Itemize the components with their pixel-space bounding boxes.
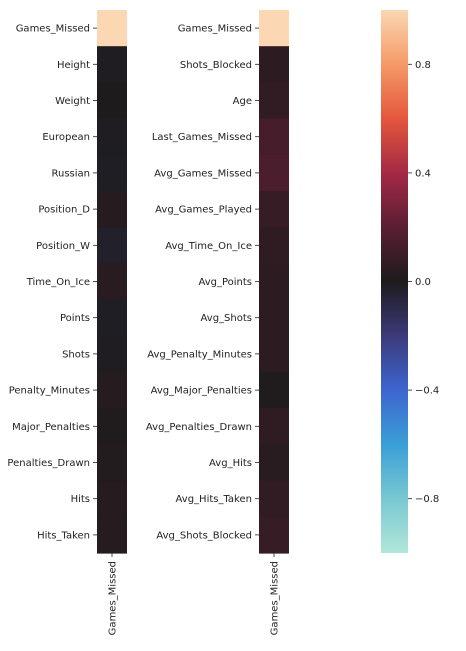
heatmap-cell xyxy=(97,118,127,156)
heatmap-cell xyxy=(97,46,127,83)
heatmap-cell xyxy=(259,408,289,445)
colorbar-tick-label: 0.8 xyxy=(415,60,431,71)
colorbar-tick-label: −0.8 xyxy=(415,494,439,505)
y-tick-label: Last_Games_Missed xyxy=(152,132,252,143)
colorbar-gradient-bar xyxy=(381,10,408,553)
heatmap-cell xyxy=(97,444,127,482)
heatmap-cell xyxy=(259,118,289,156)
colorbar-tick-label: 0.0 xyxy=(415,277,431,288)
heatmap-cell xyxy=(97,10,127,47)
y-tick-label: Russian xyxy=(51,168,90,179)
heatmap-right: Games_Missed Shots_Blocked Age Last_Games_M… xyxy=(146,10,289,635)
y-tick-label: Avg_Shots_Blocked xyxy=(156,530,252,541)
heatmap-cell xyxy=(97,516,127,554)
colorbar-tick-label: 0.4 xyxy=(415,168,431,179)
heatmap-cell xyxy=(97,191,127,228)
y-tick-label: Shots_Blocked xyxy=(180,60,252,71)
y-tick-label: Hits xyxy=(71,494,90,505)
heatmap-cell xyxy=(259,299,289,337)
y-tick-label: Age xyxy=(233,96,252,107)
heatmap-cell xyxy=(259,82,289,120)
y-tick-label: Points xyxy=(60,313,90,324)
heatmap-cell xyxy=(259,372,289,409)
heatmap-cell xyxy=(97,299,127,337)
heatmap-cell xyxy=(259,335,289,373)
heatmap-cell xyxy=(259,154,289,192)
heatmap-cell xyxy=(259,10,289,47)
heatmap-cell xyxy=(259,480,289,518)
y-tick-label: Position_D xyxy=(38,205,90,216)
y-tick-label: Avg_Games_Missed xyxy=(154,168,252,179)
y-tick-label: Avg_Penalty_Minutes xyxy=(147,349,252,360)
heatmap-cell xyxy=(97,335,127,373)
y-tick-label: Position_W xyxy=(36,241,90,252)
y-tick-label: Hits_Taken xyxy=(37,530,90,541)
y-tick-label: Avg_Games_Played xyxy=(155,205,252,216)
y-tick-label: Avg_Hits xyxy=(209,458,252,469)
heatmap-cell xyxy=(259,227,289,264)
colorbar-tick-label: −0.4 xyxy=(415,386,439,397)
x-tick-label: Games_Missed xyxy=(108,561,119,635)
y-tick-label: Major_Penalties xyxy=(12,422,90,433)
y-tick-label: Height xyxy=(57,60,90,71)
heatmap-left: Games_Missed Height Weight European Russian P… xyxy=(7,10,127,635)
heatmap-cell xyxy=(97,82,127,120)
colorbar: 0.8 0.4 0.0 −0.4 −0.8 xyxy=(381,10,439,553)
y-tick-label: Avg_Hits_Taken xyxy=(176,494,252,505)
heatmap-cell xyxy=(259,191,289,228)
y-tick-label: Avg_Penalties_Drawn xyxy=(146,422,252,433)
y-tick-label: Games_Missed xyxy=(178,24,252,35)
x-tick-label: Games_Missed xyxy=(270,561,281,635)
heatmap-cell xyxy=(259,46,289,83)
y-tick-label: Penalties_Drawn xyxy=(7,458,90,469)
y-tick-label: Weight xyxy=(55,96,90,107)
y-tick-label: Time_On_Ice xyxy=(26,277,90,288)
y-tick-label: Avg_Shots xyxy=(201,313,252,324)
y-tick-label: Games_Missed xyxy=(16,24,90,35)
y-tick-label: Avg_Major_Penalties xyxy=(151,386,252,397)
y-tick-label: Avg_Points xyxy=(198,277,252,288)
heatmap-cell xyxy=(259,444,289,482)
y-tick-label: Penalty_Minutes xyxy=(9,386,90,397)
heatmap-cell xyxy=(97,227,127,264)
heatmap-cell xyxy=(97,263,127,301)
y-tick-label: European xyxy=(42,132,90,143)
heatmap-cell xyxy=(97,372,127,409)
y-tick-label: Avg_Time_On_Ice xyxy=(165,241,252,252)
heatmap-cell xyxy=(259,263,289,301)
y-tick-label: Shots xyxy=(62,349,90,360)
heatmap-cell xyxy=(97,154,127,192)
heatmap-cell xyxy=(97,408,127,445)
heatmap-cell xyxy=(259,516,289,554)
heatmap-cell xyxy=(97,480,127,518)
